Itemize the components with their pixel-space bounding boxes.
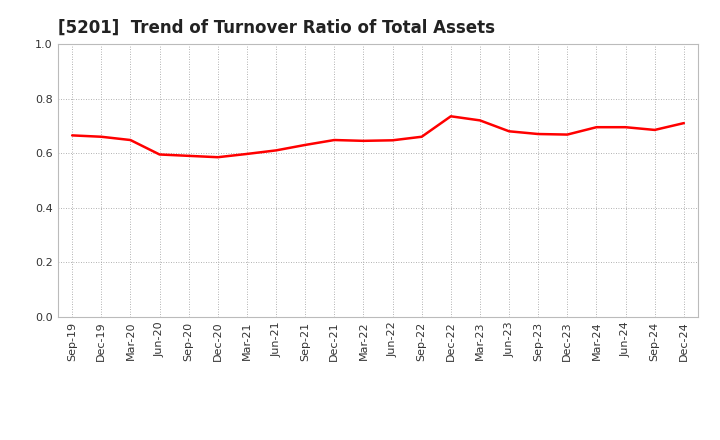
Text: [5201]  Trend of Turnover Ratio of Total Assets: [5201] Trend of Turnover Ratio of Total … (58, 19, 495, 37)
